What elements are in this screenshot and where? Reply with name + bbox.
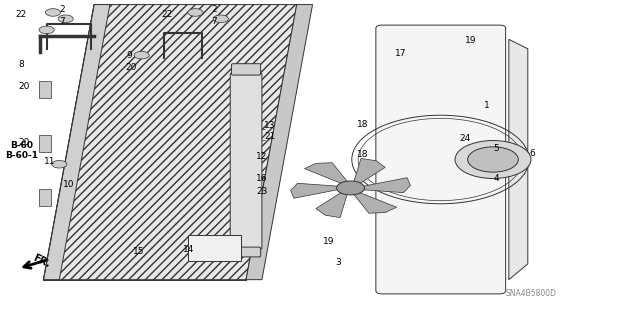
Text: 8: 8	[19, 60, 24, 69]
Circle shape	[134, 51, 149, 59]
Text: 4: 4	[493, 174, 499, 183]
Text: 7: 7	[60, 18, 65, 26]
Polygon shape	[316, 190, 348, 218]
Text: 9: 9	[126, 51, 132, 60]
Text: 6: 6	[529, 149, 535, 158]
Circle shape	[52, 160, 67, 168]
FancyBboxPatch shape	[230, 72, 262, 250]
Text: B-60: B-60	[10, 141, 33, 150]
FancyBboxPatch shape	[232, 64, 260, 75]
FancyBboxPatch shape	[39, 81, 51, 99]
Polygon shape	[291, 183, 345, 198]
Text: 23: 23	[256, 187, 268, 196]
Text: SNA4B5800D: SNA4B5800D	[506, 289, 557, 298]
Text: 21: 21	[264, 132, 276, 141]
Circle shape	[213, 15, 228, 23]
Text: 11: 11	[44, 157, 56, 166]
Polygon shape	[305, 163, 350, 185]
Text: 19: 19	[465, 36, 477, 45]
Text: 18: 18	[358, 150, 369, 159]
Text: 20: 20	[19, 137, 30, 147]
Text: 18: 18	[358, 120, 369, 129]
Text: 15: 15	[132, 247, 144, 256]
Polygon shape	[246, 4, 312, 280]
Circle shape	[468, 147, 518, 172]
Text: 19: 19	[323, 237, 334, 246]
Text: 22: 22	[161, 10, 173, 19]
Polygon shape	[44, 4, 297, 280]
Text: 16: 16	[256, 174, 268, 183]
Text: 17: 17	[396, 49, 407, 58]
Text: FR.: FR.	[31, 253, 52, 270]
Text: 12: 12	[256, 152, 268, 161]
Text: 20: 20	[125, 63, 136, 72]
Text: 22: 22	[16, 10, 27, 19]
Circle shape	[455, 141, 531, 178]
Text: 20: 20	[19, 82, 30, 91]
FancyBboxPatch shape	[188, 235, 241, 261]
FancyBboxPatch shape	[232, 247, 260, 257]
Text: 2: 2	[212, 5, 217, 14]
Polygon shape	[44, 4, 110, 280]
Text: 24: 24	[459, 134, 470, 144]
Text: 7: 7	[212, 18, 218, 26]
Polygon shape	[351, 191, 397, 213]
FancyBboxPatch shape	[376, 25, 506, 294]
Text: B-60-1: B-60-1	[5, 151, 38, 160]
Text: 5: 5	[493, 144, 499, 153]
Text: 3: 3	[335, 258, 340, 267]
Text: 10: 10	[63, 180, 74, 189]
Text: 14: 14	[184, 245, 195, 254]
Text: 13: 13	[264, 121, 276, 130]
Circle shape	[58, 15, 73, 23]
Polygon shape	[354, 158, 385, 186]
Text: 1: 1	[484, 101, 490, 110]
Circle shape	[39, 26, 54, 33]
FancyBboxPatch shape	[39, 135, 51, 152]
Text: 2: 2	[60, 5, 65, 14]
Circle shape	[45, 9, 61, 16]
Polygon shape	[509, 39, 528, 280]
Circle shape	[337, 181, 364, 195]
Polygon shape	[356, 178, 410, 193]
Circle shape	[188, 9, 203, 16]
FancyBboxPatch shape	[39, 189, 51, 206]
